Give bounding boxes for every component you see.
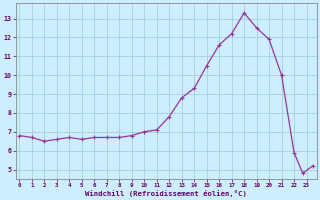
X-axis label: Windchill (Refroidissement éolien,°C): Windchill (Refroidissement éolien,°C)	[85, 190, 247, 197]
